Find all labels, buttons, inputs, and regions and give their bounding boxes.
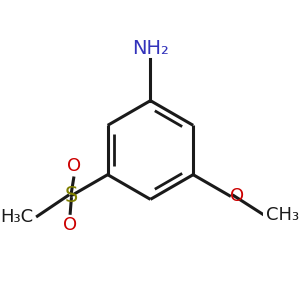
- Text: H₃C: H₃C: [1, 208, 34, 226]
- Text: CH₃: CH₃: [266, 206, 299, 224]
- Text: O: O: [230, 187, 244, 205]
- Text: S: S: [65, 186, 78, 206]
- Text: O: O: [67, 157, 81, 175]
- Text: NH₂: NH₂: [132, 38, 169, 58]
- Text: O: O: [63, 216, 77, 234]
